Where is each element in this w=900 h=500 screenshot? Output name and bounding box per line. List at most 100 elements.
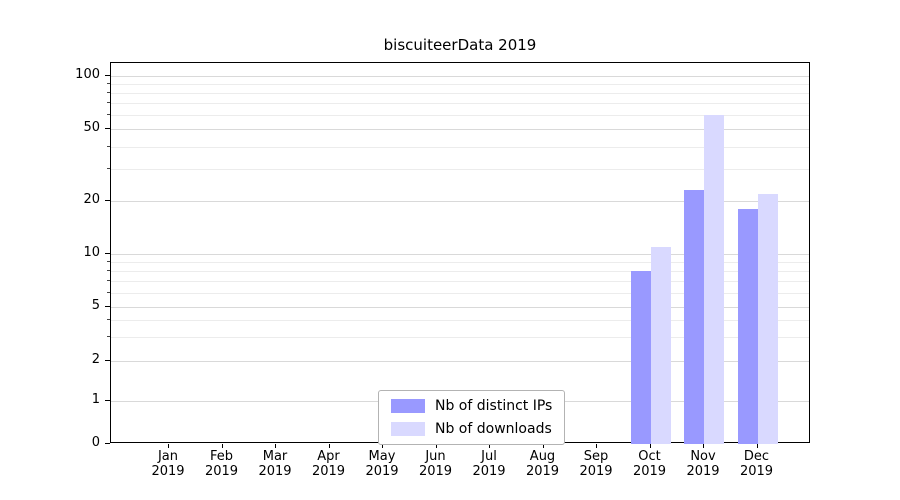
gridline-minor bbox=[111, 146, 809, 148]
gridline-minor bbox=[111, 84, 809, 86]
x-tick-label-may: May 2019 bbox=[352, 449, 412, 479]
y-tick-label: 1 bbox=[91, 392, 100, 407]
y-minor-tick-mark bbox=[107, 145, 110, 147]
x-tick-month: May bbox=[368, 449, 396, 464]
y-tick-mark bbox=[105, 360, 110, 361]
x-tick-label-feb: Feb 2019 bbox=[192, 449, 252, 479]
x-tick-label-sep: Sep 2019 bbox=[566, 449, 626, 479]
y-tick-label: 50 bbox=[83, 120, 100, 135]
x-tick-mark bbox=[221, 444, 223, 448]
y-minor-tick-mark bbox=[107, 83, 110, 85]
y-minor-tick-mark bbox=[107, 114, 110, 116]
legend-label-distinct-ips: Nb of distinct IPs bbox=[435, 398, 553, 414]
legend-label-downloads: Nb of downloads bbox=[435, 421, 552, 437]
x-tick-month: Nov bbox=[690, 449, 716, 464]
y-tick-label: 10 bbox=[83, 245, 100, 260]
y-minor-tick-mark bbox=[107, 319, 110, 321]
y-tick-mark bbox=[105, 443, 110, 444]
x-tick-month: Jul bbox=[481, 449, 497, 464]
y-tick-mark bbox=[105, 128, 110, 129]
x-tick-mark bbox=[435, 444, 437, 448]
y-tick-mark bbox=[105, 75, 110, 76]
gridline-minor bbox=[111, 93, 809, 95]
x-tick-label-oct: Oct 2019 bbox=[620, 449, 680, 479]
gridline-major bbox=[111, 76, 809, 77]
gridline-minor bbox=[111, 115, 809, 117]
x-tick-year: 2019 bbox=[525, 464, 560, 479]
x-tick-month: Dec bbox=[743, 449, 770, 464]
bar-dec-series1 bbox=[757, 193, 778, 444]
x-tick-year: 2019 bbox=[472, 464, 506, 479]
gridline-major bbox=[111, 129, 809, 130]
y-minor-tick-mark bbox=[107, 280, 110, 282]
plot-area bbox=[110, 62, 810, 444]
x-tick-year: 2019 bbox=[418, 464, 453, 479]
gridline-minor bbox=[111, 271, 809, 273]
x-tick-year: 2019 bbox=[311, 464, 346, 479]
x-tick-mark bbox=[756, 444, 758, 448]
y-tick-label: 2 bbox=[91, 352, 100, 367]
x-tick-mark bbox=[168, 444, 169, 448]
x-tick-year: 2019 bbox=[579, 464, 613, 479]
legend-swatch-distinct-ips bbox=[391, 399, 425, 413]
x-tick-year: 2019 bbox=[258, 464, 292, 479]
x-tick-mark bbox=[649, 444, 651, 448]
x-tick-label-nov: Nov 2019 bbox=[673, 449, 733, 479]
x-tick-label-dec: Dec 2019 bbox=[727, 449, 787, 479]
gridline-major bbox=[111, 307, 809, 308]
legend-swatch-downloads bbox=[391, 422, 425, 436]
y-minor-tick-mark bbox=[107, 102, 110, 104]
y-minor-tick-mark bbox=[107, 336, 110, 338]
x-tick-mark bbox=[328, 444, 330, 448]
x-tick-month: Sep bbox=[583, 449, 609, 464]
y-tick-mark bbox=[105, 253, 110, 254]
x-tick-mark bbox=[275, 444, 276, 448]
legend-entry-downloads: Nb of downloads bbox=[391, 421, 552, 437]
gridline-minor bbox=[111, 293, 809, 295]
y-minor-tick-mark bbox=[107, 270, 110, 272]
y-minor-tick-mark bbox=[107, 292, 110, 294]
x-tick-mark bbox=[596, 444, 597, 448]
gridline-minor bbox=[111, 169, 809, 171]
bar-nov-series0 bbox=[684, 190, 704, 444]
gridline-minor bbox=[111, 262, 809, 264]
x-tick-month: Jan bbox=[157, 449, 179, 464]
y-minor-tick-mark bbox=[107, 261, 110, 263]
x-tick-year: 2019 bbox=[686, 464, 720, 479]
y-tick-label: 5 bbox=[91, 298, 100, 313]
x-tick-year: 2019 bbox=[365, 464, 399, 479]
x-tick-month: Apr bbox=[317, 449, 340, 464]
x-tick-label-jan: Jan 2019 bbox=[138, 449, 198, 479]
gridline-major bbox=[111, 361, 809, 362]
x-tick-month: Jun bbox=[425, 449, 446, 464]
y-tick-mark bbox=[105, 200, 110, 201]
gridline-minor bbox=[111, 281, 809, 283]
y-minor-tick-mark bbox=[107, 168, 110, 170]
x-tick-year: 2019 bbox=[632, 464, 667, 479]
gridline-minor bbox=[111, 337, 809, 339]
gridline-minor bbox=[111, 320, 809, 322]
legend-entry-distinct-ips: Nb of distinct IPs bbox=[391, 398, 552, 414]
x-tick-label-apr: Apr 2019 bbox=[299, 449, 359, 479]
legend: Nb of distinct IPs Nb of downloads bbox=[378, 390, 566, 445]
y-tick-mark bbox=[105, 400, 110, 401]
x-tick-label-jul: Jul 2019 bbox=[459, 449, 519, 479]
x-tick-month: Mar bbox=[262, 449, 288, 464]
x-tick-mark bbox=[703, 444, 704, 448]
y-tick-label: 20 bbox=[83, 192, 100, 207]
x-tick-month: Aug bbox=[529, 449, 556, 464]
chart-title: biscuiteerData 2019 bbox=[383, 36, 537, 54]
y-minor-tick-mark bbox=[107, 92, 110, 94]
x-tick-mark bbox=[489, 444, 490, 448]
y-tick-label: 0 bbox=[91, 435, 100, 450]
y-tick-label: 100 bbox=[75, 67, 100, 82]
x-tick-label-mar: Mar 2019 bbox=[245, 449, 305, 479]
gridline-major bbox=[111, 254, 809, 255]
y-tick-mark bbox=[105, 306, 110, 307]
bar-oct-series1 bbox=[650, 246, 671, 444]
gridline-major bbox=[111, 201, 809, 202]
x-tick-year: 2019 bbox=[151, 464, 185, 479]
bar-nov-series1 bbox=[704, 115, 724, 444]
x-tick-label-aug: Aug 2019 bbox=[513, 449, 573, 479]
